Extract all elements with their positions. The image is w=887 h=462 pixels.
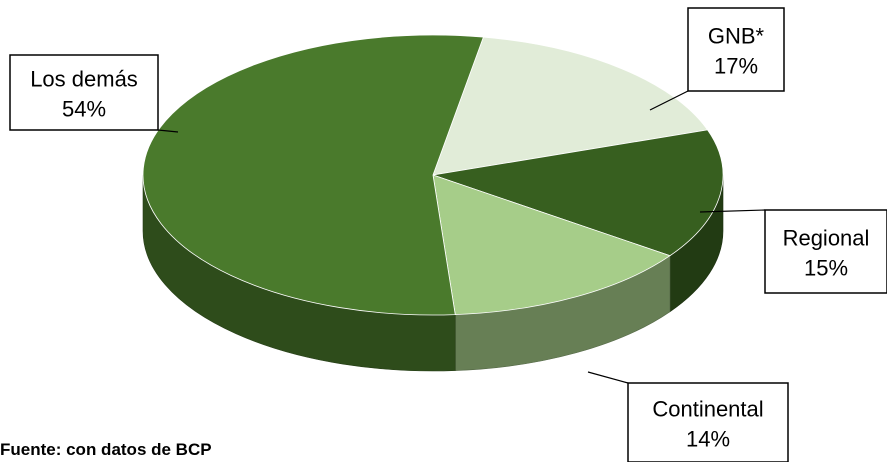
callout-leader-line — [587, 371, 629, 384]
callout-regional: Regional 15% — [699, 209, 887, 294]
callout-leader-line — [649, 90, 689, 111]
slice-value-label: 17% — [714, 54, 758, 79]
callout-leader-line — [157, 129, 179, 133]
slice-value-label: 15% — [804, 256, 848, 281]
slice-label: GNB* — [708, 24, 765, 49]
slice-label: Regional — [783, 226, 870, 251]
callouts: Los demás 54% GNB* 17% Regional 15% Continenta… — [9, 7, 887, 462]
callout-leader-line — [699, 209, 766, 213]
callout-box — [764, 209, 887, 294]
callout-continental: Continental 14% — [587, 371, 789, 462]
pie-slice-continental — [432, 174, 671, 315]
slice-value-label: 14% — [686, 427, 730, 452]
pie-slice-gnb — [432, 36, 709, 176]
callout-box — [9, 54, 159, 131]
callout-box — [627, 382, 789, 462]
slice-value-label: 54% — [62, 97, 106, 122]
source-note: Fuente: con datos de BCP — [0, 440, 212, 459]
callout-box — [687, 7, 785, 92]
callout-gnb: GNB* 17% — [649, 7, 785, 111]
pie-tops — [142, 34, 724, 316]
slice-label: Los demás — [30, 67, 138, 92]
slice-label: Continental — [652, 397, 763, 422]
pie-slice-los-dem-s — [142, 34, 484, 316]
pie-slice-regional — [432, 129, 724, 257]
callout-los-dem-s: Los demás 54% — [9, 54, 179, 133]
